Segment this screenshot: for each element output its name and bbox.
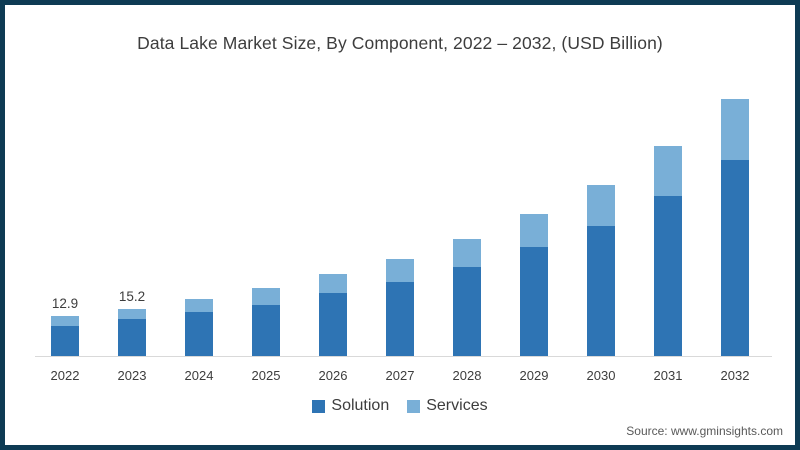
- x-axis-label-2029: 2029: [519, 368, 549, 383]
- bar-segment-services-2032: [721, 99, 749, 160]
- bar-segment-services-2029: [520, 214, 548, 247]
- bar-segment-solution-2029: [520, 247, 548, 357]
- bar-2028: [453, 239, 481, 357]
- x-axis-label-2025: 2025: [251, 368, 281, 383]
- bar-segment-solution-2025: [252, 305, 280, 357]
- bar-segment-solution-2026: [319, 293, 347, 357]
- bar-segment-solution-2030: [587, 226, 615, 357]
- legend-label-services: Services: [426, 397, 488, 414]
- legend-label-solution: Solution: [331, 397, 390, 414]
- bar-segment-services-2027: [386, 259, 414, 282]
- x-axis-label-2024: 2024: [184, 368, 214, 383]
- bar-2024: [185, 299, 213, 357]
- x-axis-label-2026: 2026: [318, 368, 348, 383]
- bar-segment-solution-2027: [386, 282, 414, 357]
- legend-item-solution: Solution: [312, 397, 389, 415]
- bar-2025: [252, 288, 280, 357]
- x-axis-labels: 2022 2023 2024 2025 2026 2027 2028 2029 2030 2031…: [0, 368, 800, 386]
- legend-item-services: Services: [407, 397, 488, 415]
- bar-segment-services-2025: [252, 288, 280, 305]
- bar-segment-solution-2024: [185, 312, 213, 357]
- x-axis-line: [35, 356, 772, 357]
- bar-segment-services-2022: [51, 316, 79, 326]
- bar-2027: [386, 259, 414, 357]
- bar-segment-services-2031: [654, 146, 682, 196]
- bar-segment-services-2030: [587, 185, 615, 226]
- bar-segment-services-2028: [453, 239, 481, 267]
- source-attribution: Source: www.gminsights.com: [626, 424, 783, 438]
- bar-segment-services-2024: [185, 299, 213, 312]
- chart-legend: Solution Services: [0, 397, 800, 415]
- x-axis-label-2023: 2023: [117, 368, 147, 383]
- x-axis-label-2031: 2031: [653, 368, 683, 383]
- bar-segment-solution-2032: [721, 160, 749, 357]
- x-axis-label-2027: 2027: [385, 368, 415, 383]
- bar-2029: [520, 214, 548, 357]
- chart-title: Data Lake Market Size, By Component, 202…: [137, 33, 663, 53]
- bar-segment-services-2023: [118, 309, 146, 319]
- services-swatch-icon: [407, 399, 421, 413]
- bar-2031: [654, 146, 682, 357]
- bar-segment-services-2026: [319, 274, 347, 293]
- bar-segment-solution-2028: [453, 267, 481, 357]
- x-axis-label-2032: 2032: [720, 368, 750, 383]
- plot-area: 12.9 15.2: [51, 99, 749, 357]
- bar-value-label-2023: 15.2: [118, 289, 146, 304]
- x-axis-label-2030: 2030: [586, 368, 616, 383]
- x-axis-label-2022: 2022: [50, 368, 80, 383]
- bar-segment-solution-2023: [118, 319, 146, 357]
- bar-segment-solution-2022: [51, 326, 79, 357]
- bar-2022: 12.9: [51, 296, 79, 357]
- bar-2023: 15.2: [118, 289, 146, 357]
- bar-2030: [587, 185, 615, 357]
- bar-2032: [721, 99, 749, 357]
- bar-segment-solution-2031: [654, 196, 682, 357]
- bar-value-label-2022: 12.9: [51, 296, 79, 311]
- bar-2026: [319, 274, 347, 357]
- solution-swatch-icon: [312, 399, 326, 413]
- x-axis-label-2028: 2028: [452, 368, 482, 383]
